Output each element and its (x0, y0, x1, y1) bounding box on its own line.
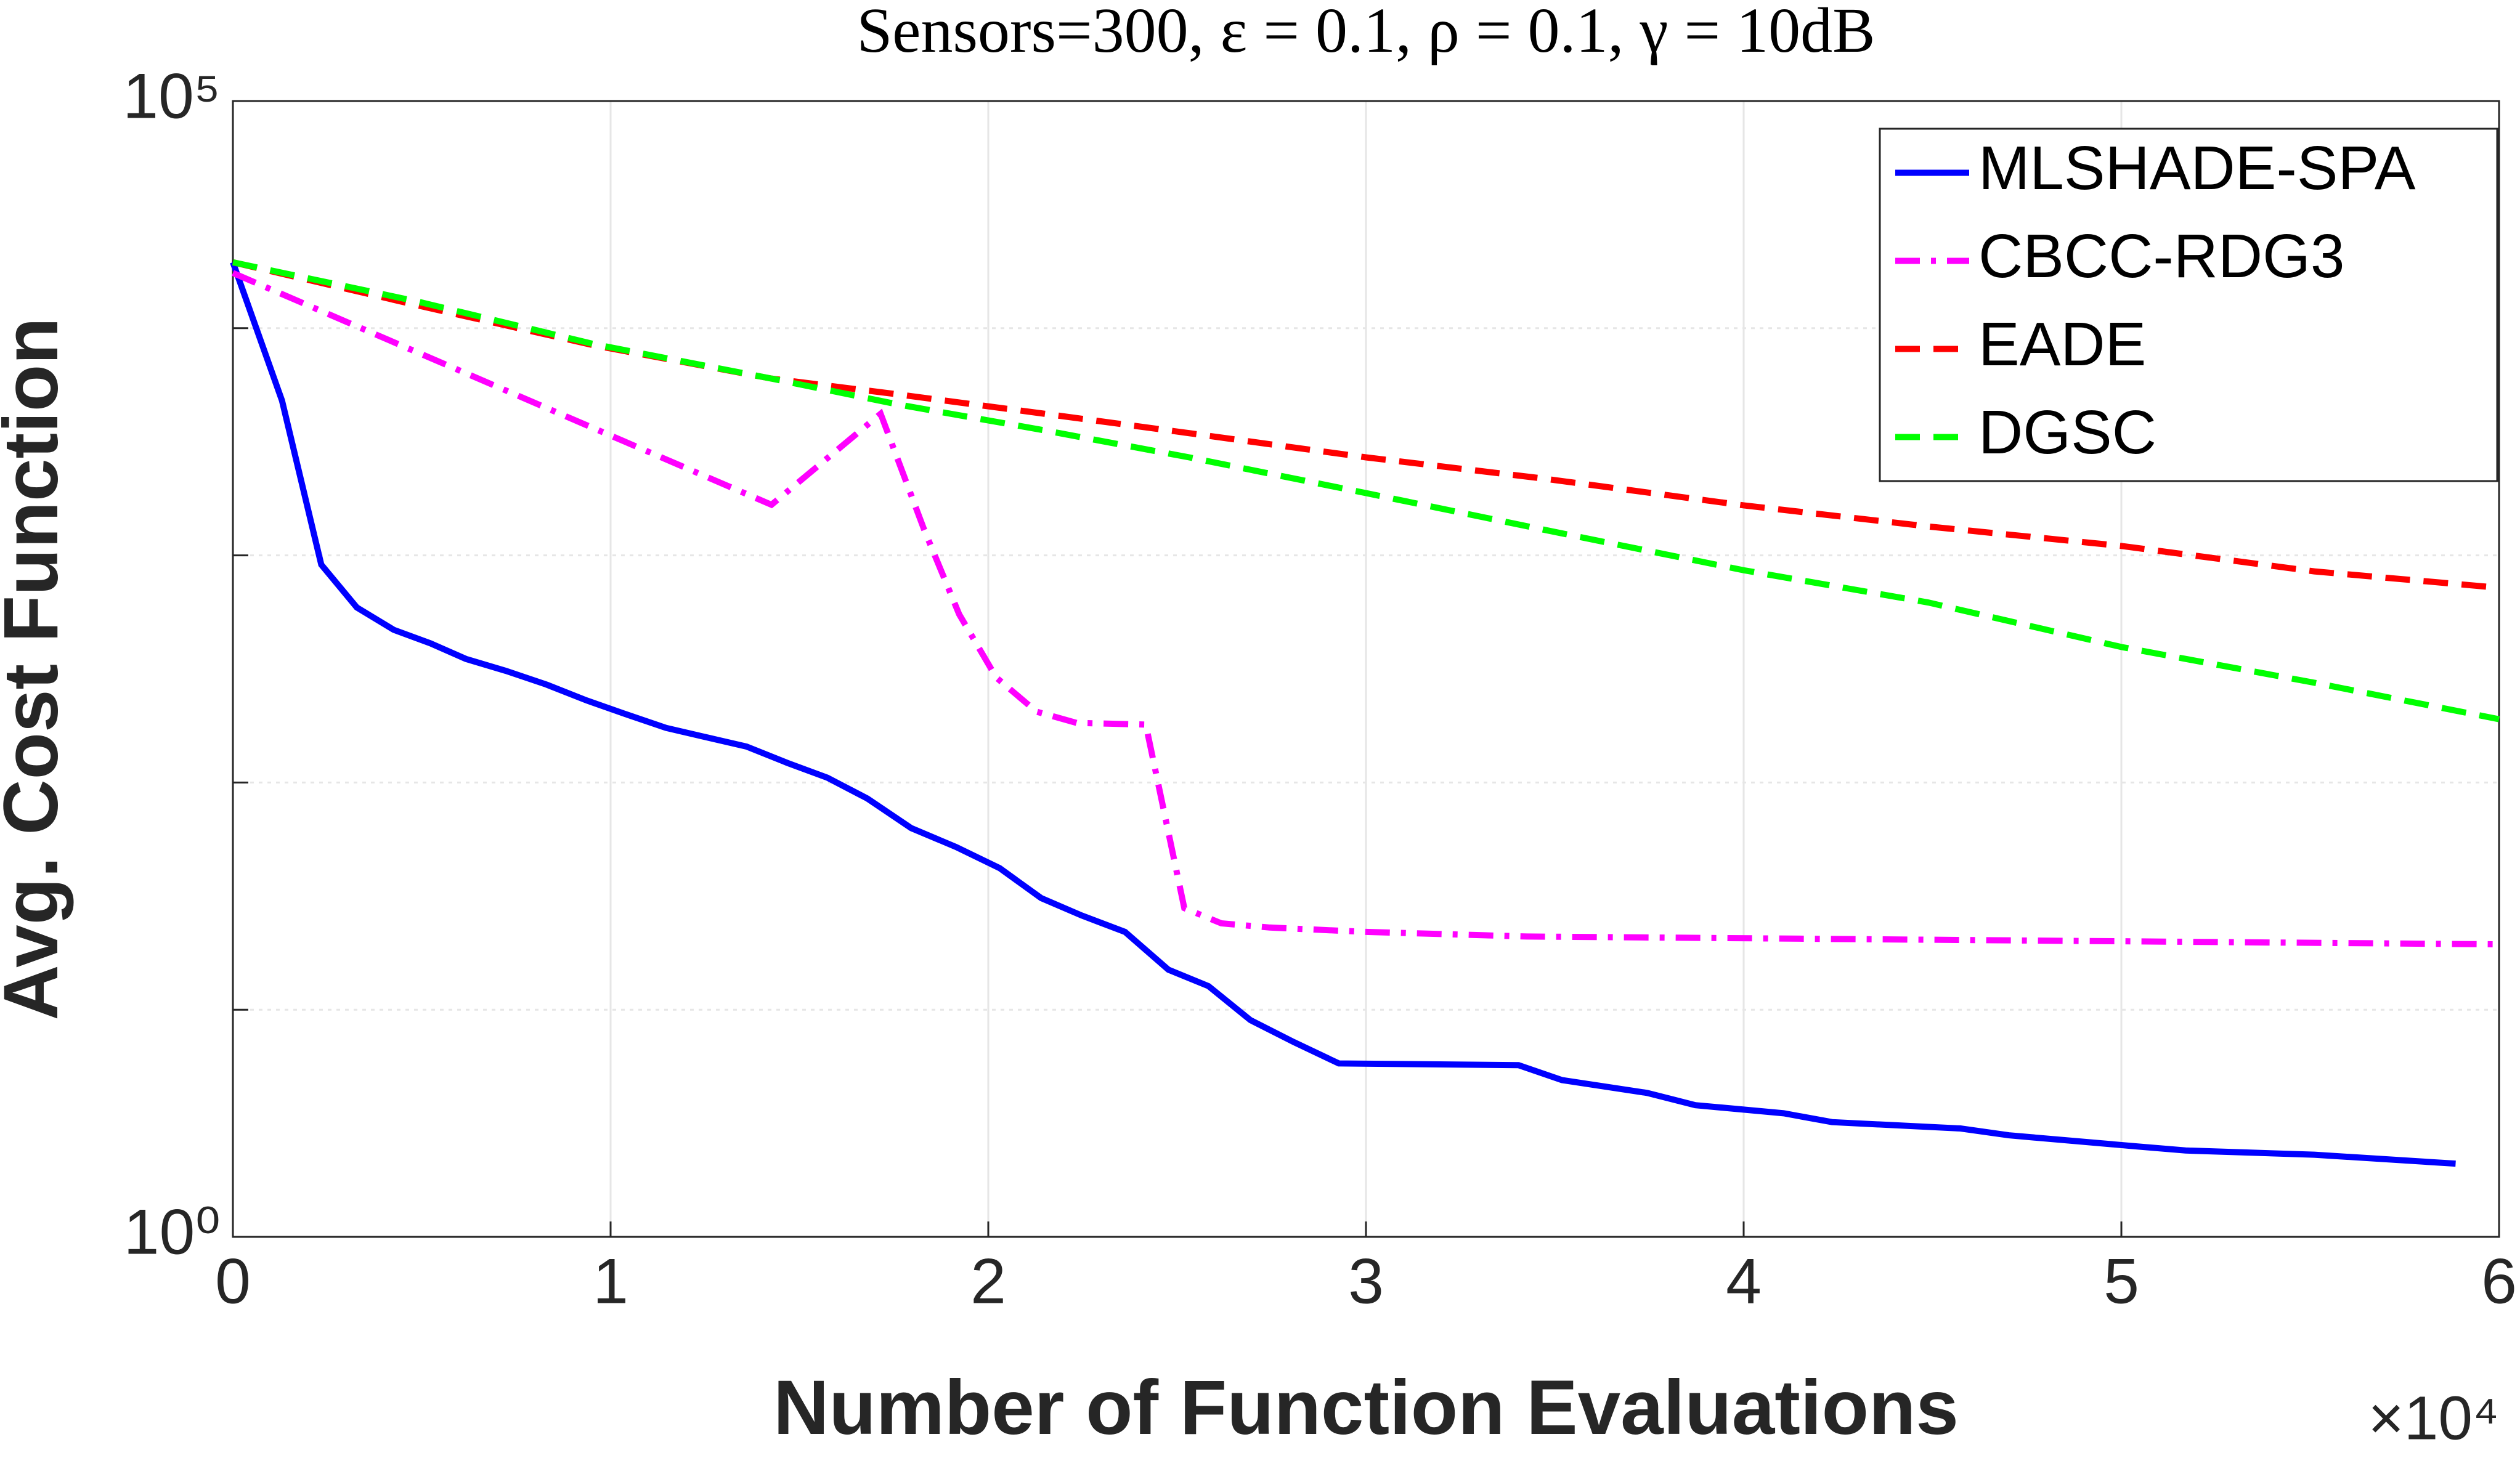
x-tick-label: 0 (215, 1245, 251, 1317)
x-tick-label: 6 (2481, 1245, 2517, 1317)
legend-box (1879, 128, 2498, 482)
y-axis-label: Avg. Cost Function (0, 317, 74, 1020)
plot-frame (232, 100, 2500, 1238)
y-tick-label: 10⁰ (124, 1196, 221, 1268)
series-line (232, 259, 2500, 723)
legend-label: EADE (1978, 310, 2146, 379)
x-tick-label: 3 (1348, 1245, 1384, 1317)
series-line (232, 270, 2500, 948)
legend-label: MLSHADE-SPA (1978, 134, 2416, 203)
y-tick-label: 10⁵ (123, 60, 221, 132)
x-tick-label: 5 (2103, 1245, 2139, 1317)
x-tick-label: 4 (1726, 1245, 1762, 1317)
legend-label: CBCC-RDG3 (1978, 222, 2344, 291)
chart-title: Sensors=300, ε = 0.1, ρ = 0.1, γ = 10dB (856, 0, 1875, 66)
legend-label: DGSC (1978, 398, 2156, 467)
x-axis-label: Number of Function Evaluations (773, 1365, 1959, 1451)
x-tick-label: 1 (593, 1245, 628, 1317)
x-tick-label: 2 (970, 1245, 1006, 1317)
series-line (230, 261, 2456, 1167)
x-multiplier: ×10⁴ (2368, 1383, 2499, 1452)
